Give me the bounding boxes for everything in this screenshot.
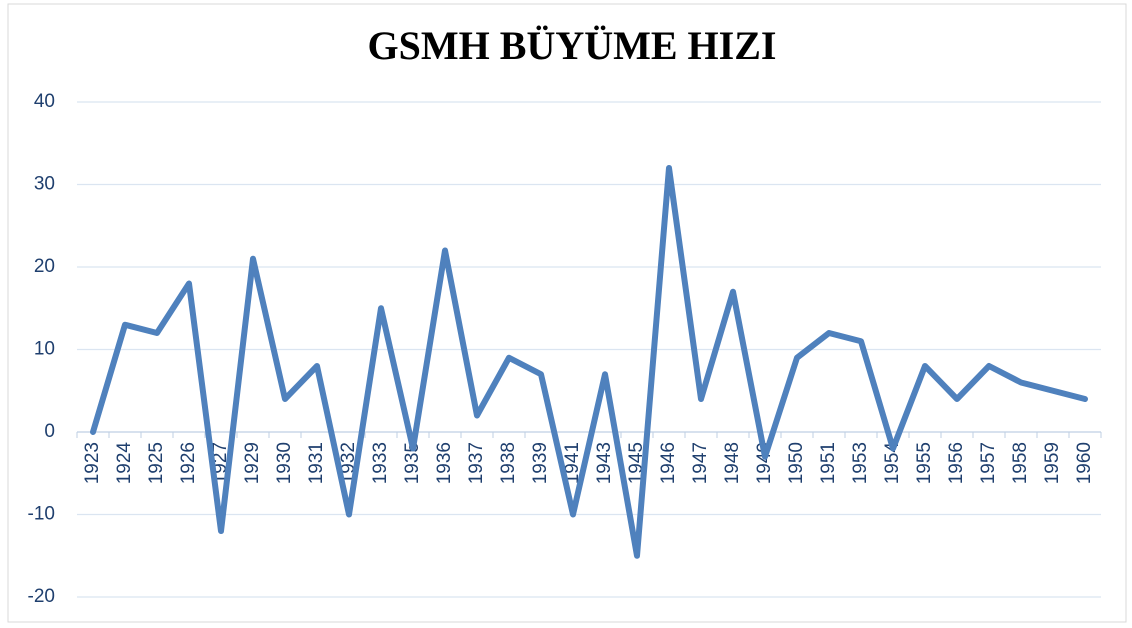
x-tick-label: 1938 bbox=[498, 442, 519, 484]
x-tick-label: 1949 bbox=[754, 442, 775, 484]
x-tick-label: 1954 bbox=[882, 442, 903, 485]
x-tick-label: 1960 bbox=[1074, 442, 1095, 484]
x-tick-label: 1959 bbox=[1042, 442, 1063, 484]
x-tick-label: 1933 bbox=[370, 442, 391, 484]
x-tick-label: 1956 bbox=[946, 442, 967, 484]
x-tick-label: 1926 bbox=[178, 442, 199, 484]
x-tick-label: 1924 bbox=[114, 442, 135, 485]
x-tick-label: 1957 bbox=[978, 442, 999, 484]
chart-title: GSMH BÜYÜME HIZI bbox=[368, 23, 777, 68]
x-tick-label: 1943 bbox=[594, 442, 615, 484]
y-tick-label: 30 bbox=[34, 174, 55, 195]
x-tick-label: 1955 bbox=[914, 442, 935, 484]
x-tick-label: 1953 bbox=[850, 442, 871, 484]
chart-border bbox=[7, 3, 1127, 623]
y-tick-label: -20 bbox=[28, 586, 55, 607]
x-tick-label: 1937 bbox=[466, 442, 487, 484]
y-tick-label: 10 bbox=[34, 339, 55, 360]
x-tick-label: 1958 bbox=[1010, 442, 1031, 484]
x-tick-label: 1939 bbox=[530, 442, 551, 484]
x-tick-label: 1950 bbox=[786, 442, 807, 484]
x-tick-label: 1930 bbox=[274, 442, 295, 484]
y-tick-label: 40 bbox=[34, 91, 55, 112]
x-tick-label: 1946 bbox=[658, 442, 679, 484]
x-tick-label: 1929 bbox=[242, 442, 263, 484]
data-line bbox=[90, 165, 1088, 559]
y-tick-label: 20 bbox=[34, 256, 55, 277]
x-tick-label: 1951 bbox=[818, 442, 839, 484]
y-tick-label: -10 bbox=[28, 504, 55, 525]
x-tick-label: 1923 bbox=[82, 442, 103, 484]
x-tick-label: 1948 bbox=[722, 442, 743, 484]
x-tick-label: 1941 bbox=[562, 442, 583, 484]
x-tick-label: 1935 bbox=[402, 442, 423, 484]
x-tick-label: 1925 bbox=[146, 442, 167, 484]
x-tick-label: 1936 bbox=[434, 442, 455, 484]
y-tick-label: 0 bbox=[44, 421, 55, 442]
x-tick-label: 1931 bbox=[306, 442, 327, 484]
x-tick-label: 1947 bbox=[690, 442, 711, 484]
